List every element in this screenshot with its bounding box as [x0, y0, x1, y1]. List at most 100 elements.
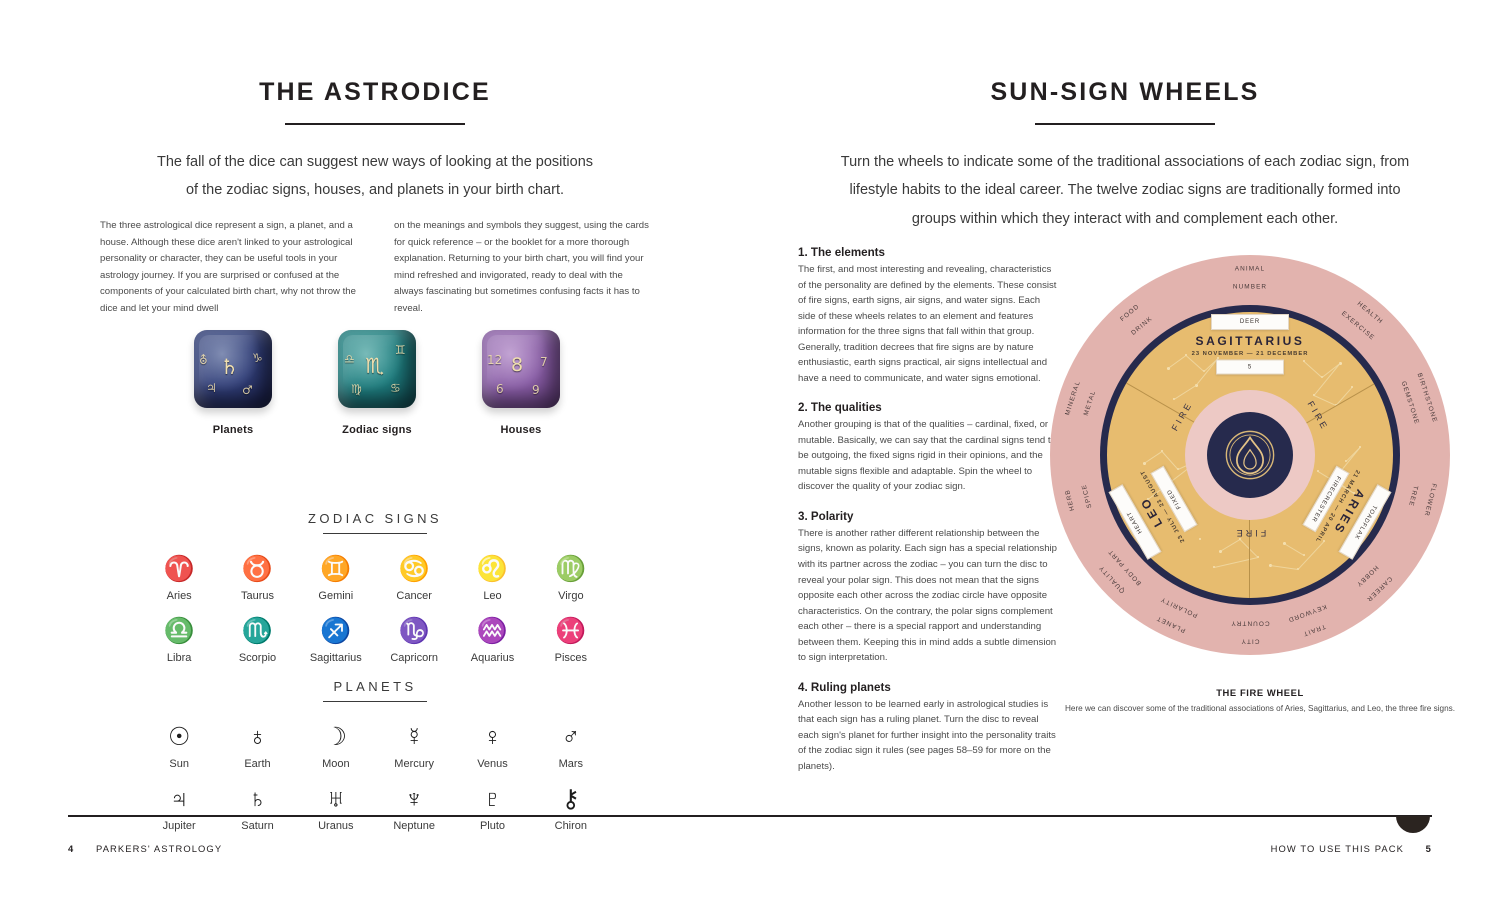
die-face-glyph: ♊ [395, 343, 406, 357]
die-face-glyph: ♃ [206, 381, 217, 395]
planet-item: ♃ Jupiter [140, 782, 218, 832]
section-body: Another grouping is that of the qualitie… [798, 419, 1056, 493]
wheel-category-label: CITY [1240, 637, 1260, 645]
virgo-icon: ♍ [555, 554, 587, 584]
die-blue-body: ♄ ⛢ ♑ ♃ ♂ [194, 330, 272, 408]
sign-dates: 23 NOVEMBER — 21 DECEMBER [1191, 351, 1309, 357]
section-heading: 3. Polarity [798, 509, 854, 523]
constellation-line [1213, 557, 1259, 568]
die-face-glyph: ⛢ [199, 353, 208, 367]
section-body: There is another rather different relati… [798, 527, 1057, 664]
sun-icon: ☉ [167, 722, 191, 752]
intro-line: groups within which they interact with a… [911, 210, 1339, 227]
cancer-icon: ♋ [398, 554, 430, 584]
die-face-glyph: ♑ [252, 351, 263, 365]
planet-item: ♇ Pluto [453, 782, 531, 832]
flame-icon [1225, 430, 1275, 480]
zodiac-item: ♎ Libra [140, 614, 218, 664]
sign-name: SAGITTARIUS [1195, 334, 1305, 348]
constellation-star [1217, 357, 1220, 360]
planet-label: Saturn [241, 820, 274, 833]
planet-item: ♆ Neptune [375, 782, 453, 832]
fire-wheel-area: ANIMAL NUMBER HEALTH EXERCISE BIRTHSTONE GEMS… [1050, 255, 1470, 713]
zodiac-item: ♐ Sagittarius [297, 614, 375, 664]
planet-label: Earth [244, 758, 271, 771]
footer-rule [68, 815, 1432, 817]
zodiac-label: Libra [166, 652, 192, 665]
zodiac-label: Scorpio [238, 652, 277, 665]
section-body: The first, and most interesting and reve… [798, 264, 1057, 384]
planet-item: ☉ Sun [140, 720, 218, 770]
title-divider [285, 123, 465, 125]
constellation-line [1167, 355, 1187, 369]
section-body: Another lesson to be learned early in as… [798, 698, 1056, 772]
die-zodiac-signs[interactable]: ♏ ♎ ♊ ♍ ♋ Zodiac signs [338, 330, 416, 436]
body-column: on the meanings and symbols they suggest… [394, 218, 654, 317]
zodiac-signs-block: ZODIAC SIGNS ♈ Aries ♉ Taurus ♊ Gemini ♋ Can… [140, 511, 610, 664]
planet-item: ♂ Mars [532, 720, 610, 770]
zodiac-item: ♌ Leo [453, 552, 531, 602]
die-houses[interactable]: 8 12 7 6 9 Houses [482, 330, 560, 436]
planet-label: Jupiter [162, 820, 196, 833]
planet-item: ☿ Mercury [375, 720, 453, 770]
constellation-line [1195, 358, 1219, 386]
constellation-line [1185, 355, 1205, 372]
planet-label: Sun [169, 758, 189, 771]
sagittarius-icon: ♐ [320, 616, 352, 646]
zodiac-label: Cancer [396, 590, 432, 603]
planet-label: Moon [322, 758, 350, 771]
die-planets[interactable]: ♄ ⛢ ♑ ♃ ♂ Planets [194, 330, 272, 436]
constellation-line [1297, 541, 1325, 570]
die-face-number: 7 [540, 355, 548, 369]
mercury-icon: ☿ [404, 722, 424, 752]
right-page-number: 5 [1425, 843, 1432, 854]
wheel-category-label: ANIMAL [1234, 265, 1266, 273]
wheel-core [1207, 412, 1293, 498]
planet-label: Mars [558, 758, 584, 771]
page-tab-marker [1396, 816, 1430, 833]
left-page: THE ASTRODICE The fall of the dice can s… [100, 78, 654, 833]
capricorn-icon: ♑ [398, 616, 430, 646]
zodiac-label: Aries [166, 590, 192, 603]
title-divider [1035, 123, 1215, 125]
die-purple-body: 8 12 7 6 9 [482, 330, 560, 408]
right-page: SUN-SIGN WHEELS Turn the wheels to indic… [750, 0, 1500, 898]
constellation-star [1185, 354, 1188, 357]
constellation-line [1219, 539, 1241, 552]
section-divider [323, 533, 427, 535]
venus-icon: ♀ [483, 722, 502, 752]
element-word: FIRE [1233, 528, 1267, 538]
zodiac-label: Pisces [554, 652, 588, 665]
sign-window-bottom[interactable]: 5 [1216, 359, 1284, 375]
die-label: Zodiac signs [342, 424, 412, 436]
constellation-line [1283, 543, 1305, 556]
moon-icon: ☽ [324, 722, 348, 752]
planet-item: ☽ Moon [297, 720, 375, 770]
uranus-icon: ♅ [326, 784, 346, 814]
planet-label: Venus [477, 758, 508, 771]
mars-icon: ♂ [561, 722, 581, 752]
die-face-number: 9 [532, 383, 540, 397]
sign-window-top[interactable]: DEER [1211, 314, 1289, 330]
section-heading: 4. Ruling planets [798, 680, 891, 694]
zodiac-label: Capricorn [390, 652, 438, 665]
intro-line: of the zodiac signs, houses, and planets… [185, 182, 565, 199]
saturn-icon: ♄ [248, 784, 267, 814]
fire-wheel[interactable]: ANIMAL NUMBER HEALTH EXERCISE BIRTHSTONE GEMS… [1050, 255, 1450, 655]
zodiac-label: Leo [483, 590, 502, 603]
die-teal-body: ♏ ♎ ♊ ♍ ♋ [338, 330, 416, 408]
planet-item: ♀ Venus [453, 720, 531, 770]
planet-item: ♅ Uranus [297, 782, 375, 832]
gemini-icon: ♊ [320, 554, 352, 584]
caption-body: Here we can discover some of the traditi… [1064, 704, 1456, 713]
planet-item: ♁ Earth [218, 720, 296, 770]
zodiac-item: ♍ Virgo [532, 552, 610, 602]
die-face-glyph: ♄ [220, 355, 239, 379]
caption-title: THE FIRE WHEEL [1216, 687, 1304, 698]
pisces-icon: ♓ [555, 616, 587, 646]
section-divider [323, 701, 427, 703]
constellation-star [1351, 386, 1354, 389]
die-face-glyph: ♎ [344, 352, 355, 366]
zodiac-label: Taurus [240, 590, 274, 603]
page-title: SUN-SIGN WHEELS [990, 78, 1260, 106]
